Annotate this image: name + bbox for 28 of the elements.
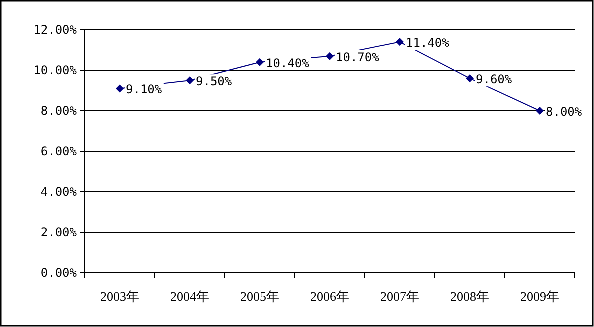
data-label: 10.70% — [336, 50, 380, 64]
y-tick-label: 6.00% — [40, 144, 78, 158]
x-tick-label: 2006年 — [310, 289, 350, 304]
x-tick-label: 2004年 — [170, 289, 210, 304]
y-tick-label: 4.00% — [40, 185, 78, 199]
x-tick-label: 2003年 — [100, 289, 140, 304]
point — [186, 76, 194, 85]
x-tick-label: 2007年 — [380, 289, 420, 304]
data-label: 8.00% — [546, 105, 583, 119]
point — [326, 52, 334, 60]
x-tick-label: 2005年 — [240, 289, 280, 304]
data-label: 9.50% — [196, 74, 233, 89]
point — [466, 74, 474, 83]
y-tick-label: 12.00% — [34, 23, 78, 37]
data-label: 10.40% — [266, 56, 310, 70]
data-label: 9.60% — [476, 72, 513, 87]
point — [256, 58, 264, 66]
data-label: 9.10% — [126, 82, 163, 97]
x-tick-label: 2008年 — [450, 289, 490, 304]
point — [536, 107, 544, 115]
y-tick-label: 8.00% — [40, 104, 78, 118]
point — [116, 84, 124, 93]
y-tick-label: 2.00% — [40, 226, 78, 240]
x-tick-label: 2009年 — [520, 289, 560, 304]
data-label: 11.40% — [406, 36, 450, 50]
point — [396, 38, 404, 46]
y-tick-label: 10.00% — [34, 64, 78, 78]
y-tick-label: 0.00% — [40, 266, 78, 280]
